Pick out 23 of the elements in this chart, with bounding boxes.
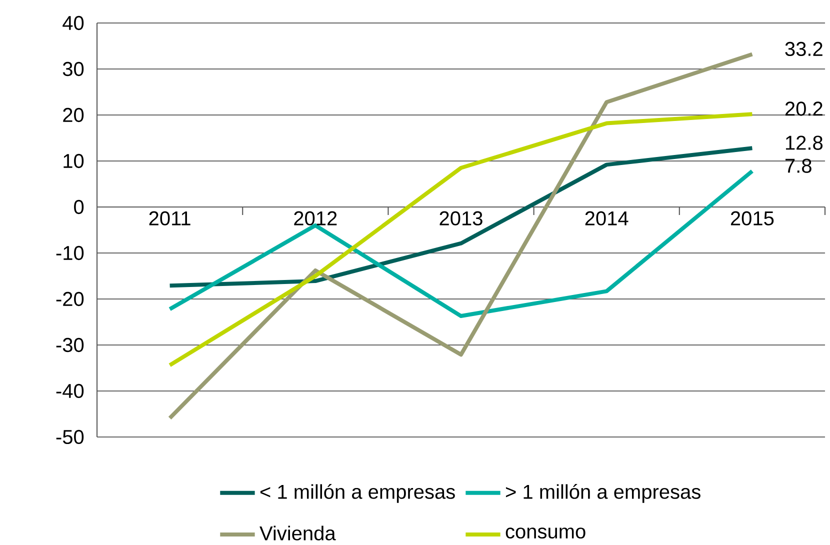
x-tick-label: 2014	[585, 211, 628, 226]
data-label: 12.8	[786, 136, 823, 150]
y-tick-label: 30	[62, 62, 84, 76]
y-tick-label: 20	[63, 108, 84, 122]
y-tick-label: -30	[56, 338, 84, 352]
legend-label: > 1 millón a empresas	[506, 484, 700, 503]
legend-label: < 1 millón a empresas	[260, 484, 455, 503]
x-tick-label: 2011	[149, 211, 190, 226]
y-tick-label: -40	[56, 384, 84, 398]
x-tick-label: 2013	[440, 211, 482, 226]
y-tick-label: 10	[64, 154, 84, 168]
y-tick-label: -10	[56, 246, 84, 260]
legend-label: consumo	[506, 528, 586, 539]
legend-label: Vivienda	[260, 526, 336, 540]
y-tick-label: 0	[74, 200, 84, 214]
data-label: 33.2	[785, 42, 822, 56]
data-label: 20.2	[785, 102, 822, 116]
y-tick-label: -20	[56, 292, 84, 306]
x-tick-label: 2015	[730, 211, 774, 226]
x-tick-label: 2012	[294, 211, 337, 226]
y-tick-label: 40	[62, 16, 84, 30]
data-label: 7.8	[785, 158, 812, 173]
y-tick-label: -50	[56, 430, 84, 444]
